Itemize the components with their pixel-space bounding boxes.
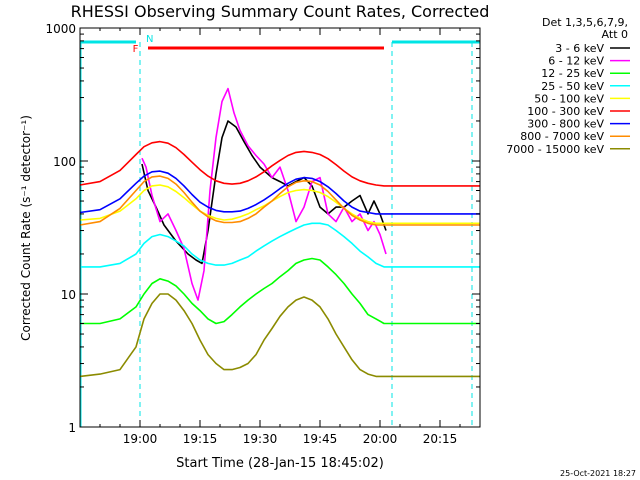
x-tick-label: 19:45 [303, 432, 338, 446]
legend-item-label: 50 - 100 keV [534, 92, 604, 105]
series-line-12-25-kev [80, 257, 480, 325]
legend-header-detectors: Det 1,3,5,6,7,9, [542, 16, 628, 29]
legend-item-label: 800 - 7000 keV [520, 130, 604, 143]
legend-header-attenuator: Att 0 [602, 28, 628, 41]
legend-item-label: 6 - 12 keV [548, 55, 604, 68]
legend-item-label: 100 - 300 keV [527, 105, 604, 118]
flag-marker-label: F [133, 44, 139, 55]
y-tick-label: 10 [61, 288, 76, 302]
y-tick-label: 100 [53, 155, 76, 169]
x-tick-label: 19:00 [123, 432, 158, 446]
chart-title: RHESSI Observing Summary Count Rates, Co… [71, 2, 490, 21]
x-tick-label: 19:30 [243, 432, 278, 446]
legend-item-label: 300 - 800 keV [527, 118, 604, 131]
legend-item-label: 25 - 50 keV [541, 80, 604, 93]
plot-area: NF [79, 34, 480, 427]
x-tick-label: 19:15 [183, 432, 218, 446]
y-tick-label: 1 [68, 421, 76, 435]
axis-ticks: 19:00 19:15 19:30 19:45 20:00 20:15 1 10 100 1000 [45, 22, 480, 446]
legend-item-label: 3 - 6 keV [555, 42, 604, 55]
legend-item-label: 12 - 25 keV [541, 67, 604, 80]
series-line-25-50-kev [80, 222, 480, 268]
y-axis-label: Corrected Count Rate (s⁻¹ detector⁻¹) [19, 115, 33, 341]
x-tick-label: 20:00 [363, 432, 398, 446]
series-line-3-6-kev [141, 120, 387, 265]
y-tick-label: 1000 [45, 22, 76, 36]
series-line-800-7000-kev [79, 175, 480, 226]
night-marker-label: N [146, 34, 153, 45]
legend-item-label: 7000 - 15000 keV [506, 143, 604, 156]
series-line-6-12-kev [141, 87, 387, 301]
footer-timestamp: 25-Oct-2021 18:27 [560, 469, 636, 478]
series-line-300-800-kev [79, 170, 480, 215]
x-tick-label: 20:15 [423, 432, 458, 446]
series-line-7000-15000-kev [79, 293, 480, 378]
x-axis-label: Start Time (28-Jan-15 18:45:02) [176, 456, 384, 471]
series-line-100-300-kev [79, 140, 480, 187]
